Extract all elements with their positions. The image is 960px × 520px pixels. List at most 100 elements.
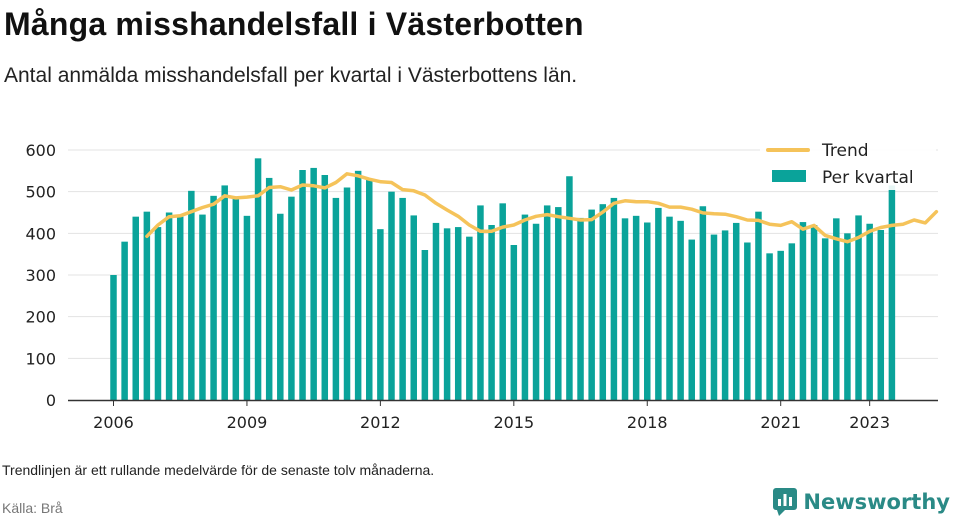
x-tick-label: 2021 xyxy=(760,413,801,432)
bar xyxy=(799,222,807,400)
bar xyxy=(277,213,284,400)
bar xyxy=(110,275,117,400)
bar xyxy=(855,215,862,400)
bar xyxy=(644,222,651,400)
bar xyxy=(688,239,695,400)
bar xyxy=(632,215,640,400)
bar-line-chart: 0 100 200 300 400 500 600 2006 2009 2012 2015 2018… xyxy=(25,138,939,432)
x-tick-label: 2015 xyxy=(493,413,534,432)
y-tick-label: 500 xyxy=(25,183,56,202)
bar xyxy=(410,215,417,400)
bar xyxy=(366,179,373,400)
bar xyxy=(488,225,495,400)
bar xyxy=(888,185,896,400)
x-tick-labels: 2006 2009 2012 2015 2018 2021 2023 xyxy=(93,400,890,432)
bar xyxy=(288,196,295,400)
bar xyxy=(310,167,317,400)
bar xyxy=(154,227,162,400)
bar xyxy=(777,250,784,400)
bar xyxy=(555,207,562,400)
y-tick-label: 400 xyxy=(25,224,56,243)
bar xyxy=(610,197,618,400)
bar xyxy=(699,206,707,400)
bar xyxy=(599,204,607,400)
bar xyxy=(454,227,462,400)
legend-bar-label: Per kvartal xyxy=(822,168,914,188)
bar xyxy=(710,234,718,400)
bar xyxy=(588,209,595,400)
chart-title: Många misshandelsfall i Västerbotten xyxy=(4,6,584,42)
bar xyxy=(766,253,773,400)
bar xyxy=(621,218,629,400)
source-label: Källa: Brå xyxy=(2,500,63,516)
y-tick-label: 100 xyxy=(25,349,56,368)
y-tick-label: 200 xyxy=(25,308,56,327)
bar xyxy=(332,197,340,400)
bar xyxy=(432,222,440,400)
bar xyxy=(466,236,473,400)
bar xyxy=(210,195,217,400)
y-tick-label: 600 xyxy=(25,141,56,160)
bar xyxy=(721,230,729,400)
bar xyxy=(443,228,451,400)
bar xyxy=(421,250,429,400)
bar xyxy=(577,217,584,400)
brand-logo: Newsworthy xyxy=(773,488,950,516)
bar xyxy=(199,214,206,400)
bar xyxy=(143,211,151,400)
bar xyxy=(499,203,506,400)
bar xyxy=(521,214,529,400)
bar xyxy=(343,187,351,400)
bar xyxy=(243,215,251,400)
bar xyxy=(132,216,139,400)
bar xyxy=(321,175,329,400)
bar xyxy=(755,211,762,400)
bar xyxy=(176,216,184,400)
x-tick-label: 2012 xyxy=(360,413,401,432)
bar xyxy=(232,196,240,400)
bar xyxy=(121,241,128,400)
bars-per-kvartal xyxy=(110,158,896,400)
footnote: Trendlinjen är ett rullande medelvärde f… xyxy=(2,462,435,478)
bar xyxy=(677,220,684,400)
bar xyxy=(532,223,540,400)
x-tick-label: 2006 xyxy=(93,413,134,432)
bar xyxy=(477,205,484,400)
legend-trend-label: Trend xyxy=(821,141,869,161)
bar xyxy=(655,207,662,400)
legend-bar-swatch xyxy=(772,170,806,182)
bar xyxy=(844,233,851,400)
bar xyxy=(188,190,195,400)
bar xyxy=(265,177,273,400)
bar xyxy=(821,238,829,400)
bar xyxy=(399,197,406,400)
brand-name: Newsworthy xyxy=(803,490,950,514)
bar xyxy=(788,243,796,400)
y-tick-label: 0 xyxy=(46,391,56,410)
x-tick-label: 2018 xyxy=(627,413,668,432)
bar xyxy=(354,170,362,400)
bar xyxy=(543,205,551,400)
bar xyxy=(510,245,518,400)
bar xyxy=(566,176,573,400)
bar xyxy=(810,225,818,400)
x-tick-label: 2023 xyxy=(849,413,890,432)
bar xyxy=(221,185,228,400)
x-tick-label: 2009 xyxy=(227,413,268,432)
bar xyxy=(732,222,740,400)
trend-line xyxy=(145,172,939,244)
legend: Trend Per kvartal xyxy=(760,138,936,190)
bar xyxy=(299,170,306,400)
chart-subtitle: Antal anmälda misshandelsfall per kvarta… xyxy=(4,64,578,87)
bar xyxy=(165,212,173,400)
newsworthy-logo-icon xyxy=(773,488,798,516)
bar xyxy=(377,229,384,400)
bar xyxy=(744,242,751,400)
bar xyxy=(254,158,262,400)
y-tick-label: 300 xyxy=(25,266,56,285)
bar xyxy=(866,223,873,400)
bar xyxy=(666,216,673,400)
y-tick-labels: 0 100 200 300 400 500 600 xyxy=(25,141,56,410)
bar xyxy=(833,218,840,400)
bar xyxy=(388,191,395,400)
